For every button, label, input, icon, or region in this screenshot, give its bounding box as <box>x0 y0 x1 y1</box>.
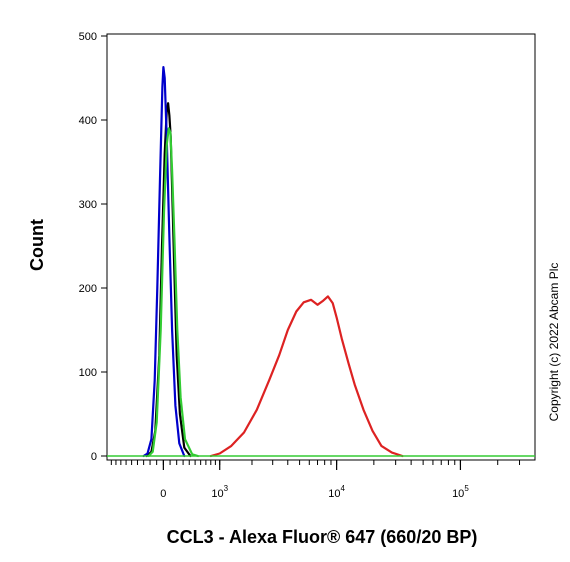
y-tick-label: 100 <box>79 367 97 379</box>
y-tick-label: 200 <box>79 283 97 295</box>
x-tick-label: 104 <box>328 484 345 500</box>
x-tick-label: 103 <box>211 484 228 500</box>
y-tick-label: 400 <box>79 115 97 127</box>
x-axis-title: CCL3 - Alexa Fluor® 647 (660/20 BP) <box>167 527 478 547</box>
y-tick-label: 500 <box>79 31 97 43</box>
y-axis-title: Count <box>27 219 47 271</box>
x-tick-label: 105 <box>452 484 469 500</box>
y-tick-label: 300 <box>79 199 97 211</box>
histogram-series-line <box>147 127 199 458</box>
histogram-series-line <box>209 295 404 458</box>
histogram-series-line <box>142 65 186 458</box>
plot-frame <box>106 33 536 461</box>
x-tick-label: 0 <box>160 488 166 500</box>
copyright-text: Copyright (c) 2022 Abcam Plc <box>547 263 561 422</box>
y-tick-label: 0 <box>91 451 97 463</box>
x-axis: 0 103 104 105 <box>110 460 521 500</box>
y-axis: 0 100 200 300 400 500 <box>79 31 107 463</box>
series-group <box>107 65 535 458</box>
